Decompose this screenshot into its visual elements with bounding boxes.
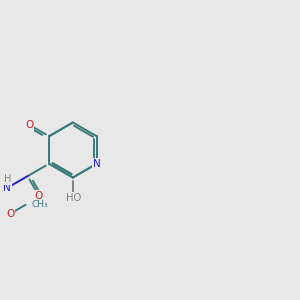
Text: O: O [35, 191, 43, 201]
Text: CH₃: CH₃ [32, 200, 48, 209]
Text: H: H [4, 174, 11, 184]
Text: O: O [6, 209, 14, 219]
Text: N: N [4, 183, 11, 193]
Text: HO: HO [66, 193, 81, 203]
Text: N: N [93, 159, 101, 169]
Text: O: O [26, 120, 34, 130]
Text: N: N [93, 159, 101, 169]
